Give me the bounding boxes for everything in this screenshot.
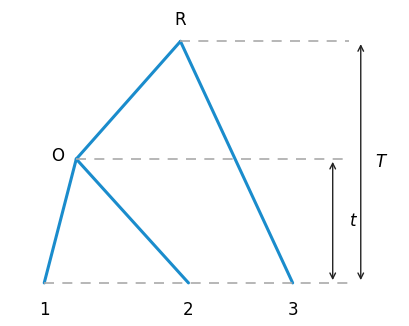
Text: 3: 3 <box>288 302 298 319</box>
Text: O: O <box>51 147 64 165</box>
Text: T: T <box>376 153 386 171</box>
Text: R: R <box>175 11 186 29</box>
Text: 2: 2 <box>183 302 194 319</box>
Text: t: t <box>350 212 356 230</box>
Text: 1: 1 <box>39 302 49 319</box>
